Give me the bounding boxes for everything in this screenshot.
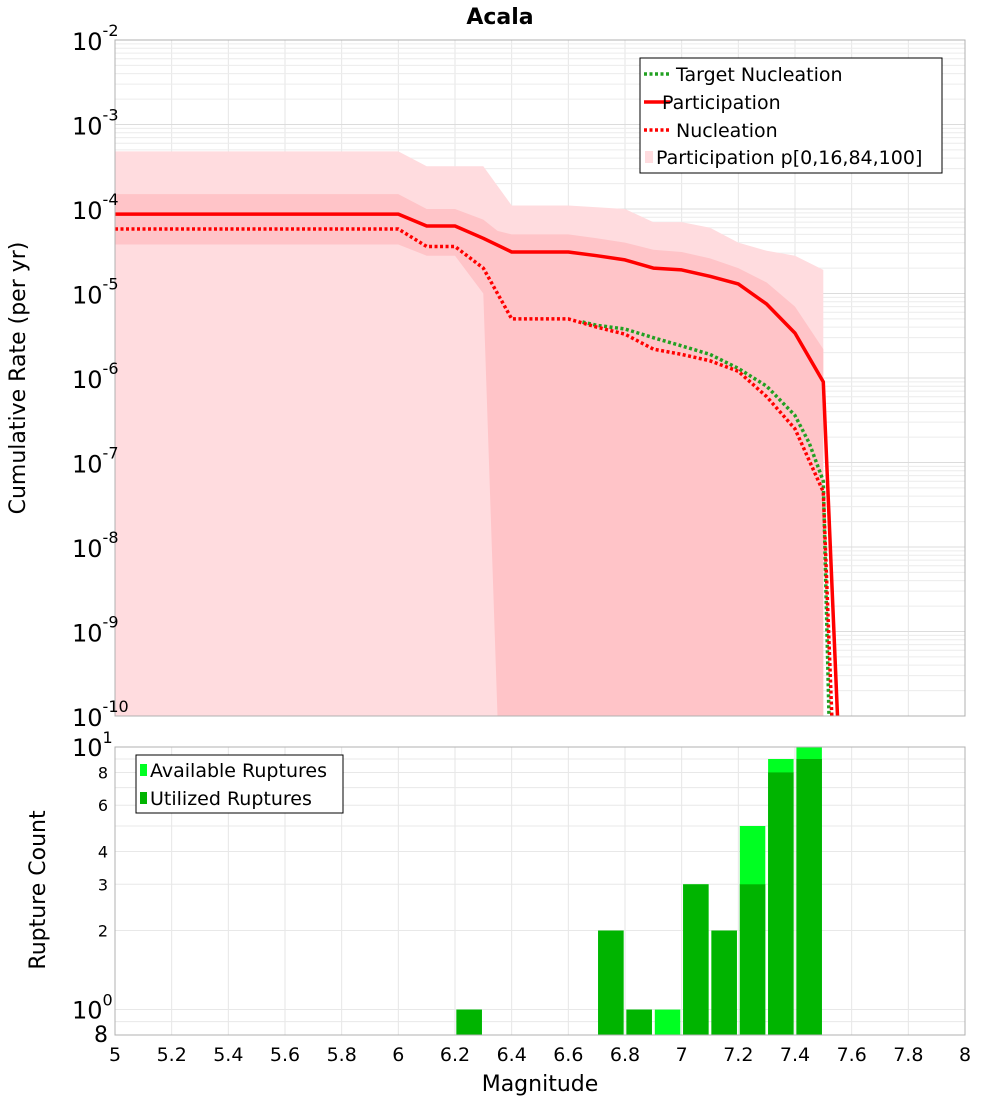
rate-y-tick-base: 10: [72, 28, 103, 56]
rupture-bar-available: [654, 1009, 681, 1035]
rupture-y-tick-exp: 0: [103, 991, 113, 1010]
rate-y-axis-label: Cumulative Rate (per yr): [6, 242, 31, 515]
magnitude-x-tick-label: 6.2: [440, 1044, 470, 1066]
rate-series-line-0: [582, 320, 831, 717]
rate-frame: [114, 39, 966, 717]
magnitude-x-tick-label: 6.8: [610, 1044, 640, 1066]
rupture-y-tick-label: 8: [94, 1023, 108, 1048]
rupture-legend-swatch: [140, 792, 147, 804]
magnitude-x-tick-label: 7.8: [893, 1044, 923, 1066]
magnitude-x-tick-label: 8: [959, 1044, 971, 1066]
magnitude-x-tick-label: 7.6: [837, 1044, 867, 1066]
rupture-y-tick-label: 8: [98, 763, 108, 782]
rate-legend-swatch: [645, 151, 653, 163]
rate-y-tick-label: 10-3: [72, 106, 119, 141]
rate-y-tick-label: 10-2: [72, 21, 119, 56]
rate-y-tick-exp: -6: [103, 359, 119, 378]
rate-legend-box: [639, 57, 943, 174]
rupture-legend-label: Utilized Ruptures: [150, 788, 312, 810]
rate-y-tick-label: 10-9: [72, 613, 119, 648]
rate-y-tick-base: 10: [72, 366, 103, 394]
rate-legend-label: Participation: [662, 92, 781, 114]
rate-y-tick-label: 10-8: [72, 528, 119, 563]
rate-y-tick-exp: -3: [103, 106, 119, 125]
rate-legend: Target Nucleation Participation Nucleation…: [639, 57, 943, 174]
rupture-bar-utilized: [796, 759, 822, 1035]
magnitude-x-tick-label: 6.6: [553, 1044, 583, 1066]
x-axis-label: Magnitude: [482, 1072, 599, 1097]
rupture-legend-swatch: [140, 764, 147, 776]
rupture-y-tick-label: 6: [98, 796, 108, 815]
magnitude-x-tick-label: 5.2: [157, 1044, 187, 1066]
magnitude-x-tick-label: 5.8: [327, 1044, 357, 1066]
rate-y-tick-exp: -5: [103, 275, 119, 294]
rupture-y-tick-label: 101: [72, 728, 113, 762]
rate-y-tick-base: 10: [72, 282, 103, 310]
rate-legend-label: Participation p[0,16,84,100]: [656, 147, 922, 169]
rate-y-tick-base: 10: [72, 451, 103, 479]
rate-series-line-1: [115, 212, 840, 717]
rupture-y-tick-label: 100: [72, 991, 113, 1025]
rate-bands: [115, 151, 824, 717]
rate-lines: [115, 212, 840, 717]
chart-title: Acala: [466, 5, 533, 30]
rate-y-tick-exp: -9: [103, 613, 119, 632]
rate-y-tick-label: 10-6: [72, 359, 119, 394]
rate-y-tick-label: 10-5: [72, 275, 119, 310]
rupture-y-tick-label: 3: [98, 875, 108, 894]
rupture-frame: [114, 746, 966, 1036]
rupture-y-tick-label: 2: [98, 922, 108, 941]
rupture-bar-utilized: [683, 884, 709, 1035]
rate-y-tick-base: 10: [72, 620, 103, 648]
magnitude-x-tick-label: 7.4: [780, 1044, 810, 1066]
rate-y-tick-exp: -7: [103, 444, 119, 463]
magnitude-x-tick-label: 5: [109, 1044, 121, 1066]
rate-legend-label: Target Nucleation: [675, 64, 843, 86]
rupture-bar-utilized: [739, 884, 766, 1035]
magnitude-x-tick-label: 5.6: [270, 1044, 300, 1066]
rupture-bars: [456, 747, 822, 1035]
magnitude-x-tick-label: 7.2: [723, 1044, 753, 1066]
rupture-legend-label: Available Ruptures: [150, 760, 327, 782]
rupture-y-tick-label: 4: [98, 843, 108, 862]
rate-y-tick-exp: -10: [103, 697, 129, 716]
rupture-y-tick-base: 10: [72, 997, 103, 1025]
rate-y-tick-base: 10: [72, 704, 103, 732]
rate-y-tick-base: 10: [72, 113, 103, 141]
rate-legend-label: Nucleation: [676, 120, 778, 142]
rate-series-line-2: [115, 227, 834, 717]
rate-y-tick-exp: -4: [103, 190, 119, 209]
rupture-bar-utilized: [711, 930, 737, 1035]
rupture-y-tick-exp: 1: [103, 728, 113, 747]
rate-band-1: [115, 194, 824, 717]
rupture-bar-utilized: [456, 1009, 482, 1035]
rupture-y-axis-label: Rupture Count: [26, 810, 51, 970]
magnitude-x-tick-labels: 5 5.2 5.4 5.6 5.8 6 6.2 6.4 6.6 6.8 7 7.2 7.4 7.6 7.8 8: [109, 1044, 971, 1066]
rate-y-tick-label: 10-10: [72, 697, 129, 732]
magnitude-x-tick-label: 6: [392, 1044, 404, 1066]
rate-y-tick-label: 10-7: [72, 444, 119, 479]
rate-y-tick-base: 10: [72, 535, 103, 563]
magnitude-x-tick-label: 7: [676, 1044, 688, 1066]
magnitude-x-tick-label: 5.4: [213, 1044, 243, 1066]
rupture-bar-utilized: [768, 772, 794, 1035]
rupture-legend-box: [135, 754, 344, 814]
rate-y-tick-label: 10-4: [72, 190, 119, 225]
rupture-legend: Available Ruptures Utilized Ruptures: [135, 754, 344, 814]
rupture-bar-utilized: [626, 1009, 652, 1035]
magnitude-x-tick-label: 6.4: [497, 1044, 527, 1066]
rupture-bar-utilized: [598, 930, 624, 1035]
rate-y-tick-exp: -8: [103, 528, 119, 547]
rupture-y-tick-base: 10: [72, 734, 103, 762]
rate-y-tick-base: 10: [72, 197, 103, 225]
rupture-grid: [114, 747, 966, 1035]
rate-y-tick-exp: -2: [103, 21, 119, 40]
